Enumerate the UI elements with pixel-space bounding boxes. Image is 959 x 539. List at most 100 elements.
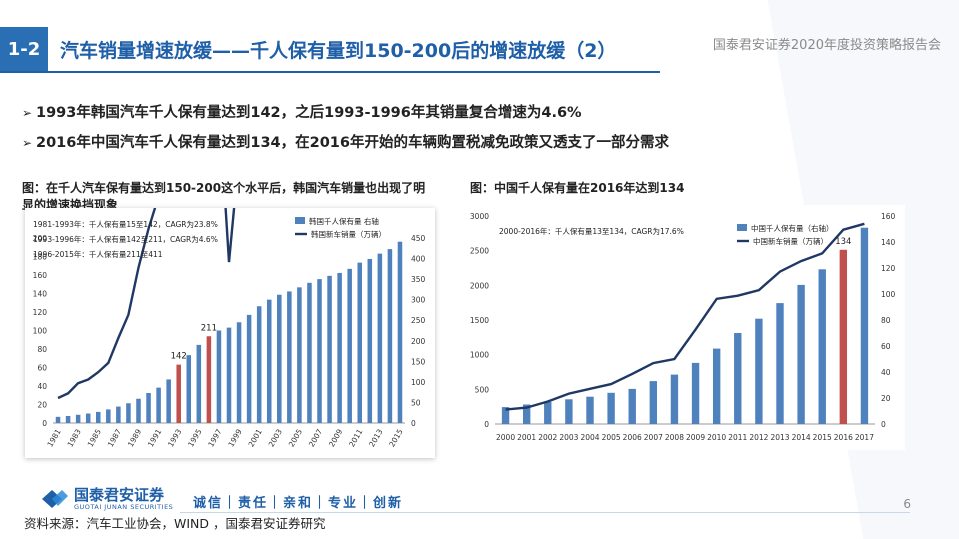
china-chart: 0 500 1000 1500 2000 2500 3000 0 20 40 60 80 100 120 1… xyxy=(470,212,896,442)
x-axis-tick-label: 1997 xyxy=(206,427,223,448)
bar xyxy=(501,407,510,424)
legend-label: 中国千人保有量（右轴） xyxy=(751,223,834,233)
x-axis-tick-label: 2001 xyxy=(517,433,536,442)
korea-chart: 0 20 40 60 80 100 120 140 160 180 200 0 50 100 150 200 2… xyxy=(33,78,426,449)
x-axis-tick-label: 1995 xyxy=(186,427,203,448)
bar xyxy=(387,249,393,423)
right-axis-tick-label: 150 xyxy=(411,357,426,366)
bar xyxy=(156,387,161,423)
annotation-text: 2000-2016年：千人保有量13至134，CAGR为17.6% xyxy=(499,226,684,236)
x-axis-tick-label: 2012 xyxy=(749,433,768,442)
bar xyxy=(337,272,342,423)
x-axis-tick-label: 2007 xyxy=(307,427,324,448)
right-axis-tick-label: 300 xyxy=(411,296,426,305)
arrow-bullet-icon: ➢ xyxy=(22,136,33,150)
left-axis-tick-label: 1500 xyxy=(470,316,489,325)
x-axis-tick-label: 2001 xyxy=(247,427,264,448)
bar xyxy=(226,327,232,423)
legend-label: 韩国千人保有量 右轴 xyxy=(309,216,379,226)
bullet-point-2: ➢ 2016年中国汽车千人保有量达到134，在2016年开始的车辆购置税减免政策又… xyxy=(22,131,669,152)
x-axis-tick-label: 1985 xyxy=(86,427,103,448)
bullet-text: 2016年中国汽车千人保有量达到134，在2016年开始的车辆购置税减免政策又透… xyxy=(36,135,669,151)
bar xyxy=(607,392,615,424)
right-axis-tick-label: 0 xyxy=(881,420,886,429)
bar xyxy=(691,362,700,424)
x-axis-tick-label: 2005 xyxy=(287,427,304,448)
bar xyxy=(818,269,826,424)
left-axis-tick-label: 0 xyxy=(484,420,489,429)
annotation-text: 1993-1996年：千人保有量142至211，CAGR为4.6% xyxy=(33,234,218,244)
x-axis-tick-label: 2011 xyxy=(728,433,747,442)
bar xyxy=(246,314,252,423)
left-axis-tick-label: 20 xyxy=(37,401,47,410)
x-axis-tick-label: 2002 xyxy=(538,433,557,442)
x-axis-tick-label: 2009 xyxy=(327,427,344,448)
x-axis-tick-label: 1989 xyxy=(126,427,143,448)
bar xyxy=(146,392,151,423)
x-axis-tick-label: 2015 xyxy=(387,427,404,448)
x-axis-tick-label: 2010 xyxy=(707,433,726,442)
bar xyxy=(317,279,322,423)
x-axis-tick-label: 1987 xyxy=(106,427,123,448)
right-axis-tick-label: 100 xyxy=(411,378,426,387)
annotation-text: 1996-2015年：千人保有量211至411 xyxy=(33,249,163,259)
x-axis-tick-label: 2017 xyxy=(855,433,874,442)
left-axis-tick-label: 160 xyxy=(33,271,48,280)
annotation-text: 1981-1993年：千人保有量15至142，CAGR为23.8% xyxy=(33,219,218,229)
x-axis-tick-label: 2009 xyxy=(686,433,705,442)
bar xyxy=(106,409,111,423)
right-axis-tick-label: 160 xyxy=(881,212,896,221)
chart-panel-china: 0 500 1000 1500 2000 2500 3000 0 20 40 60 80 100 120 1… xyxy=(465,205,905,450)
bar xyxy=(565,399,573,424)
right-axis-tick-label: 50 xyxy=(411,398,421,407)
left-axis-tick-label: 0 xyxy=(42,419,47,428)
bar xyxy=(522,404,531,424)
bar-value-label: 134 xyxy=(835,237,851,247)
bar xyxy=(116,406,121,423)
bar xyxy=(327,275,332,423)
legend-label: 中国新车销量（万辆） xyxy=(753,236,828,246)
title-underline xyxy=(0,71,660,73)
bar xyxy=(166,379,171,423)
bullet-text: 1993年韩国汽车千人保有量达到142，之后1993-1996年其销量复合增速为… xyxy=(36,105,582,121)
bar xyxy=(126,403,131,423)
bar xyxy=(266,299,272,423)
x-axis-tick-label: 1991 xyxy=(146,427,163,448)
right-axis-tick-label: 400 xyxy=(411,255,426,264)
logo-text: 国泰君安证券 xyxy=(74,486,165,504)
right-axis-tick-label: 100 xyxy=(881,290,896,299)
left-axis-tick-label: 100 xyxy=(33,327,48,336)
left-axis-tick-label: 200 xyxy=(33,234,48,243)
right-axis-tick-label: 250 xyxy=(411,316,426,325)
x-axis-tick-label: 1999 xyxy=(226,427,243,448)
right-axis-tick-label: 200 xyxy=(411,337,426,346)
right-axis-tick-label: 60 xyxy=(881,342,891,351)
left-axis-tick-label: 120 xyxy=(33,308,48,317)
logo-mark-icon xyxy=(42,490,68,508)
sales-line xyxy=(505,222,865,411)
bar xyxy=(297,287,302,423)
left-axis-tick-label: 3000 xyxy=(470,212,489,221)
bar xyxy=(256,306,262,423)
page-title: 汽车销量增速放缓——千人保有量到150-200后的增速放缓（2） xyxy=(60,40,617,62)
bar-value-label: 211 xyxy=(201,323,217,333)
bar xyxy=(287,291,292,423)
highlighted-bar xyxy=(839,249,848,424)
slogan: 诚信｜责任｜亲和｜专业｜创新 xyxy=(193,496,404,511)
left-axis-tick-label: 500 xyxy=(475,385,490,394)
x-axis-tick-label: 2000 xyxy=(496,433,515,442)
footer-divider xyxy=(180,512,910,513)
left-axis-tick-label: 140 xyxy=(33,290,48,299)
bar xyxy=(196,344,202,423)
bar xyxy=(776,303,784,424)
bar xyxy=(65,416,71,423)
highlighted-bar xyxy=(176,364,181,423)
right-axis-tick-label: 0 xyxy=(411,419,416,428)
left-axis-tick-label: 40 xyxy=(37,382,47,391)
x-axis-tick-label: 2007 xyxy=(644,433,663,442)
bar-value-label: 142 xyxy=(171,352,187,362)
report-name: 国泰君安证券2020年度投资策略报告会 xyxy=(712,38,941,53)
data-source-note: 资料来源：汽车工业协会，WIND ，国泰君安证券研究 xyxy=(24,516,326,531)
x-axis-tick-label: 2015 xyxy=(813,433,832,442)
logo-subtext: GUOTAI JUNAN SECURITIES xyxy=(74,503,174,511)
